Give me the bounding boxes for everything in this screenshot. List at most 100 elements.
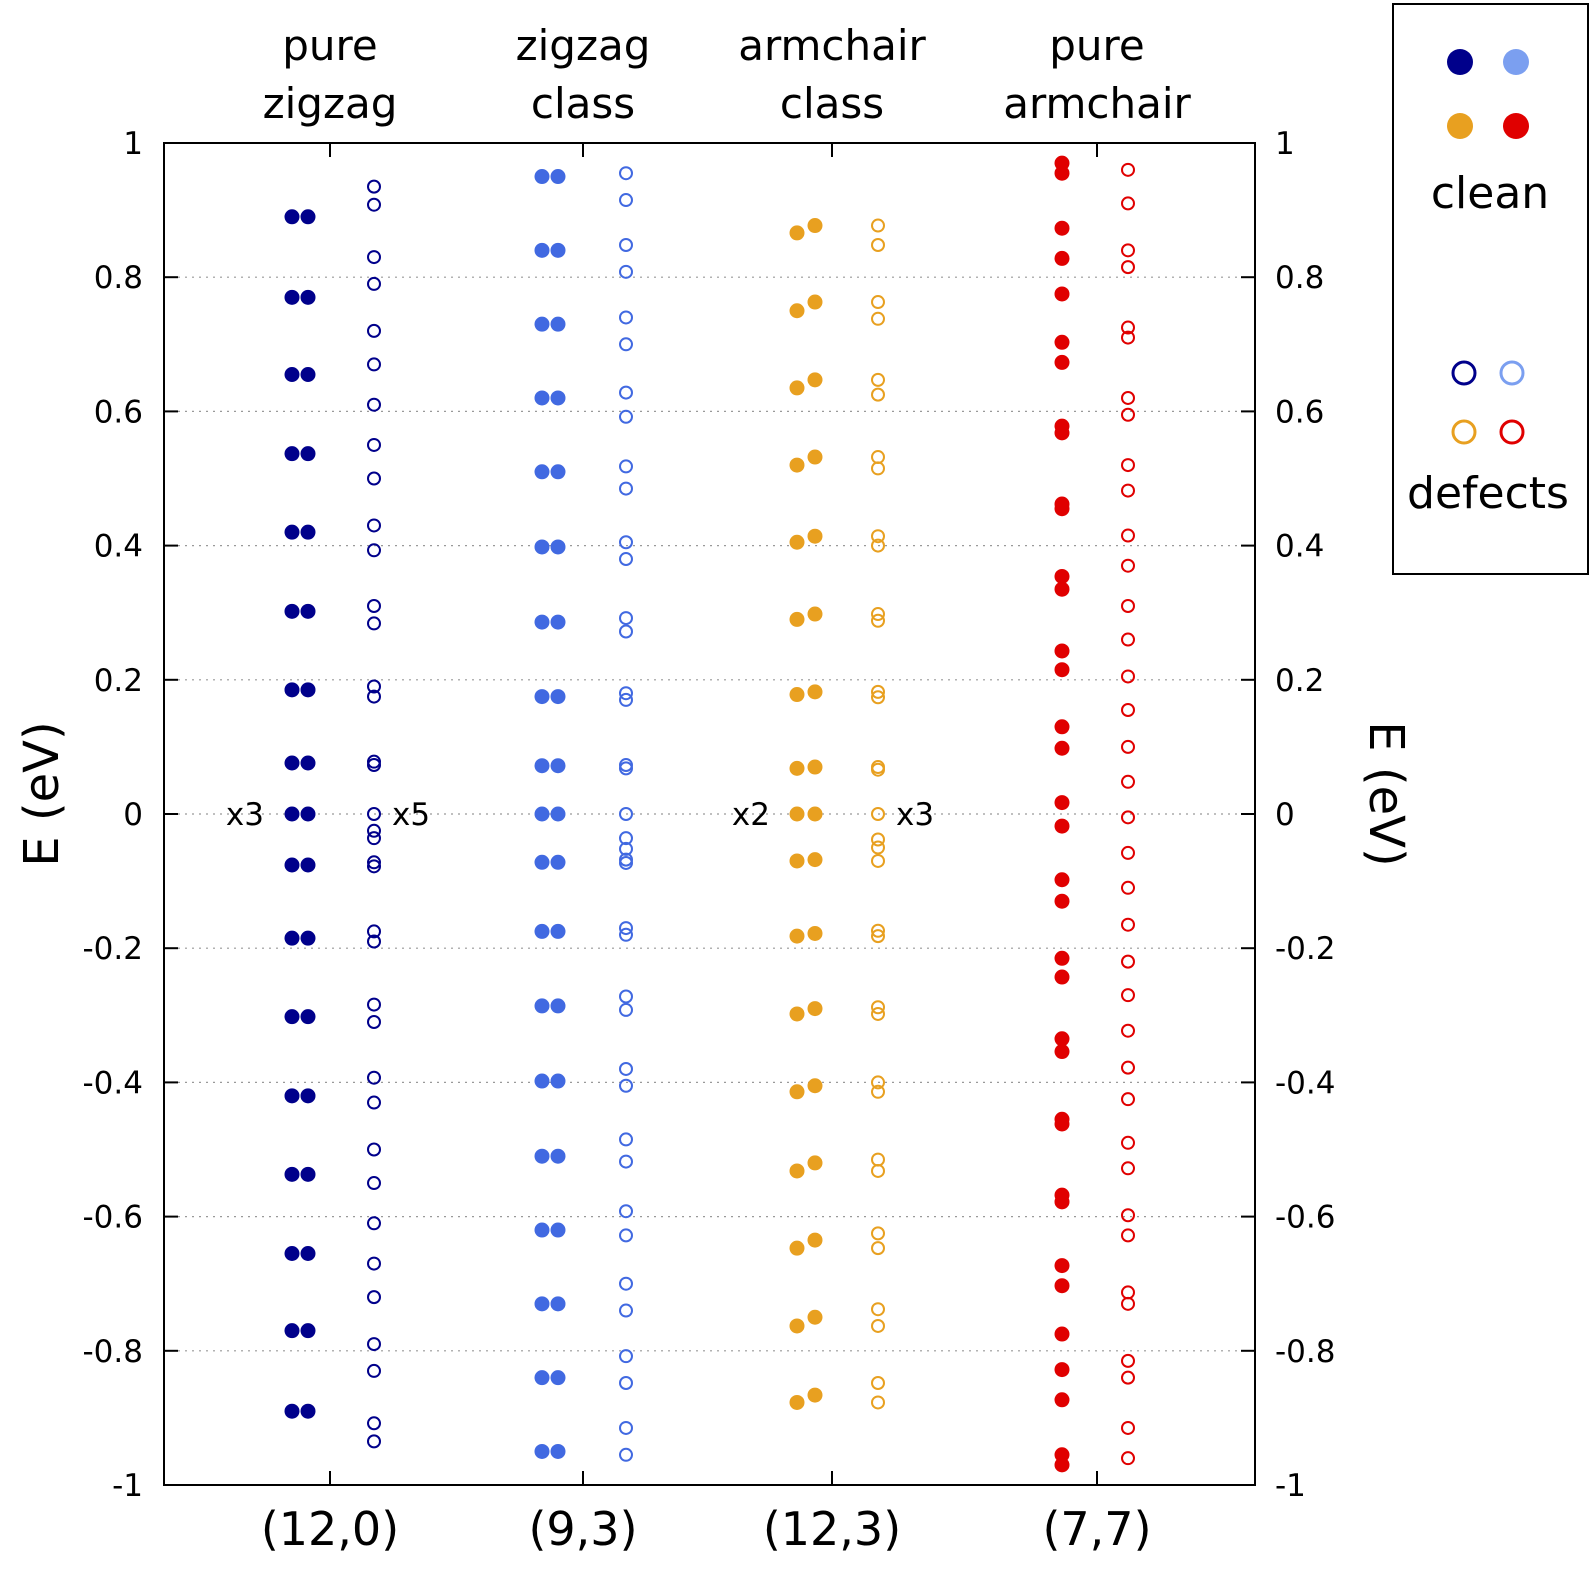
defect-level-point bbox=[619, 611, 633, 626]
defect-level-point bbox=[619, 385, 633, 400]
clean-level-point bbox=[284, 682, 300, 698]
defect-level-point bbox=[1121, 669, 1135, 684]
y-tick-label-left: 0.4 bbox=[94, 529, 143, 565]
clean-level-point bbox=[284, 289, 300, 305]
defect-level-point bbox=[871, 1302, 885, 1317]
defect-level-point bbox=[1121, 330, 1135, 345]
legend-defect-swatch bbox=[1451, 419, 1477, 445]
defect-level-point bbox=[367, 1434, 381, 1449]
clean-level-point bbox=[789, 687, 805, 703]
clean-level-point bbox=[1054, 568, 1070, 584]
clean-level-point bbox=[300, 289, 316, 305]
clean-level-point bbox=[550, 539, 566, 555]
defect-level-point bbox=[871, 1241, 885, 1256]
defect-level-point bbox=[619, 855, 633, 870]
clean-level-point bbox=[300, 1088, 316, 1104]
clean-level-point bbox=[300, 857, 316, 873]
legend: clean defects bbox=[1392, 3, 1589, 575]
defect-level-point bbox=[367, 471, 381, 486]
defect-level-point bbox=[871, 237, 885, 252]
clean-level-point bbox=[300, 1166, 316, 1182]
legend-defect-swatch bbox=[1499, 360, 1525, 386]
clean-level-point bbox=[284, 755, 300, 771]
defect-level-point bbox=[1121, 1208, 1135, 1223]
defect-level-point bbox=[619, 624, 633, 639]
clean-level-point bbox=[1054, 662, 1070, 678]
clean-level-point bbox=[534, 1222, 550, 1238]
defect-level-point bbox=[367, 1416, 381, 1431]
defect-level-point bbox=[871, 529, 885, 544]
clean-level-point bbox=[807, 1232, 823, 1248]
clean-level-point bbox=[284, 1246, 300, 1262]
clean-level-point bbox=[789, 611, 805, 627]
legend-box bbox=[1392, 3, 1589, 575]
clean-level-point bbox=[789, 806, 805, 822]
y-tick-label-right: 0.4 bbox=[1275, 529, 1324, 565]
defect-level-point bbox=[1121, 1135, 1135, 1150]
clean-level-point bbox=[789, 1084, 805, 1100]
defect-level-point bbox=[367, 1363, 381, 1378]
clean-level-point bbox=[534, 1148, 550, 1164]
defect-level-point bbox=[367, 598, 381, 613]
defect-level-point bbox=[367, 397, 381, 412]
clean-level-point bbox=[284, 1323, 300, 1339]
defect-level-point bbox=[1121, 1370, 1135, 1385]
defect-level-point bbox=[367, 1015, 381, 1030]
defect-level-point bbox=[367, 250, 381, 265]
category-labels: (12,0) pure zigzag x3 x5 (9,3) zigzag class (12,… bbox=[226, 21, 1192, 1556]
clean-level-point bbox=[807, 1309, 823, 1325]
clean-level-point bbox=[550, 854, 566, 870]
defect-level-point bbox=[619, 1303, 633, 1318]
defect-level-point bbox=[619, 409, 633, 424]
defect-level-point bbox=[1121, 880, 1135, 895]
group-header-line: armchair bbox=[738, 21, 926, 70]
defect-level-point bbox=[367, 518, 381, 533]
clean-level-point bbox=[789, 225, 805, 241]
defect-level-point bbox=[1121, 458, 1135, 473]
defect-level-point bbox=[619, 264, 633, 279]
clean-level-point bbox=[550, 923, 566, 939]
clean-level-point bbox=[534, 539, 550, 555]
defect-level-point bbox=[619, 1132, 633, 1147]
clean-level-point bbox=[789, 928, 805, 944]
clean-level-point bbox=[1054, 501, 1070, 517]
clean-level-point bbox=[534, 316, 550, 332]
defect-level-point bbox=[367, 831, 381, 846]
defect-level-point bbox=[619, 481, 633, 496]
clean-level-point bbox=[534, 1296, 550, 1312]
clean-level-point bbox=[284, 524, 300, 540]
clean-level-point bbox=[534, 806, 550, 822]
clean-level-point bbox=[550, 689, 566, 705]
defect-level-point bbox=[367, 855, 381, 870]
clean-level-point bbox=[534, 390, 550, 406]
defect-level-point bbox=[871, 853, 885, 868]
defect-level-point bbox=[619, 1276, 633, 1291]
clean-level-point bbox=[789, 1394, 805, 1410]
clean-level-point bbox=[284, 209, 300, 225]
clean-level-point bbox=[300, 524, 316, 540]
data-points bbox=[284, 155, 1135, 1473]
defect-level-point bbox=[1121, 320, 1135, 335]
legend-defects-label: defects bbox=[1407, 468, 1569, 519]
defect-level-point bbox=[619, 1002, 633, 1017]
defect-level-point bbox=[619, 337, 633, 352]
clean-level-point bbox=[1054, 354, 1070, 370]
clean-level-point bbox=[534, 464, 550, 480]
clean-level-point bbox=[550, 1370, 566, 1386]
clean-level-point bbox=[1054, 1031, 1070, 1047]
defect-level-point bbox=[871, 923, 885, 938]
defect-level-point bbox=[1121, 702, 1135, 717]
clean-level-point bbox=[534, 758, 550, 774]
clean-level-point bbox=[300, 1403, 316, 1419]
clean-level-point bbox=[807, 852, 823, 868]
clean-level-point bbox=[550, 1443, 566, 1459]
y-tick-label-right: -0.8 bbox=[1275, 1334, 1336, 1370]
clean-level-point bbox=[300, 682, 316, 698]
y-tick-label-left: -0.4 bbox=[83, 1065, 144, 1101]
defect-level-point bbox=[367, 437, 381, 452]
defect-level-point bbox=[1121, 1161, 1135, 1176]
clean-level-point bbox=[300, 603, 316, 619]
y-tick-label-right: 0.2 bbox=[1275, 663, 1324, 699]
defect-level-point bbox=[871, 762, 885, 777]
defect-level-point bbox=[1121, 390, 1135, 405]
